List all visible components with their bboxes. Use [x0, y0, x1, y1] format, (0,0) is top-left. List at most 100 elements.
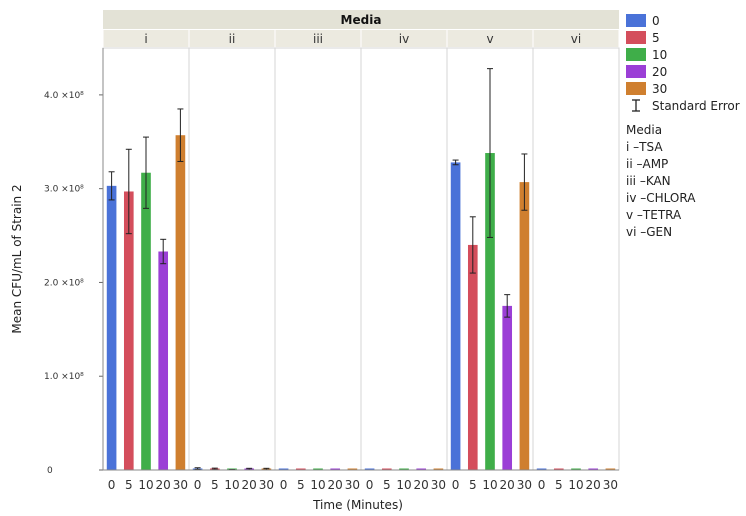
facet-strip-i — [103, 30, 189, 47]
x-tick-i-5: 5 — [125, 478, 133, 492]
error-bar-layer — [108, 68, 528, 471]
error-bar-v-0 — [452, 159, 459, 166]
legend-swatch-10 — [626, 48, 646, 61]
error-bar-i-20 — [160, 238, 167, 265]
facet-label-v: v — [486, 32, 493, 46]
legend: 0 5 10 20 30 Standard Error Media i –TSA ii … — [626, 12, 744, 241]
bar-iv-5 — [381, 468, 392, 470]
facet-strip-ii — [189, 30, 275, 47]
facet-strip-v — [447, 30, 533, 47]
x-tick-vi-30: 30 — [603, 478, 618, 492]
bar-vi-0 — [536, 468, 547, 470]
panel-ii — [188, 47, 276, 471]
bar-i-20 — [158, 251, 169, 470]
x-tick-vi-20: 20 — [586, 478, 601, 492]
facet-title: Media — [341, 13, 382, 27]
x-tick-ii-5: 5 — [211, 478, 219, 492]
legend-standard-error-label: Standard Error — [652, 98, 740, 113]
panel-iv — [360, 47, 448, 471]
legend-item-10: 10 — [626, 46, 744, 63]
x-tick-iv-10: 10 — [396, 478, 411, 492]
x-tick-vi-10: 10 — [568, 478, 583, 492]
bar-layer — [106, 135, 616, 471]
facet-title-band — [103, 10, 619, 29]
media-key-vi: vi –GEN — [626, 225, 673, 239]
media-key-v: v –TETRA — [626, 208, 682, 222]
y-tick-label-1: 1.0 ×10⁸ — [44, 372, 84, 382]
legend-swatch-0 — [626, 14, 646, 27]
bar-iii-5 — [295, 468, 306, 470]
x-axis-title: Time (Minutes) — [312, 498, 403, 512]
bar-i-10 — [141, 172, 151, 471]
media-key: Media i –TSA ii –AMP iii –KAN iv –CHLORA… — [626, 122, 744, 241]
error-bar-v-5 — [469, 216, 476, 274]
error-bar-ii-0 — [194, 467, 201, 470]
legend-item-0: 0 — [626, 12, 744, 29]
x-tick-v-0: 0 — [452, 478, 460, 492]
legend-label-5: 5 — [652, 30, 660, 45]
legend-item-20: 20 — [626, 63, 744, 80]
error-bar-i-30 — [177, 108, 184, 162]
facet-label-iii: iii — [313, 32, 323, 46]
legend-label-0: 0 — [652, 13, 660, 28]
error-bar-i-0 — [108, 171, 115, 201]
bar-i-5 — [123, 191, 134, 471]
media-key-iv: iv –CHLORA — [626, 191, 696, 205]
legend-swatch-20 — [626, 65, 646, 78]
bar-v-10 — [485, 153, 495, 470]
panel-iii — [274, 47, 362, 471]
legend-label-30: 30 — [652, 81, 668, 96]
x-tick-v-5: 5 — [469, 478, 477, 492]
x-tick-i-20: 20 — [156, 478, 171, 492]
x-tick-vi-0: 0 — [538, 478, 546, 492]
x-tick-iv-5: 5 — [383, 478, 391, 492]
legend-label-10: 10 — [652, 47, 668, 62]
x-tick-iii-30: 30 — [345, 478, 360, 492]
x-tick-vi-5: 5 — [555, 478, 563, 492]
x-tick-i-0: 0 — [108, 478, 116, 492]
legend-item-30: 30 — [626, 80, 744, 97]
y-tick-label-2: 2.0 ×10⁸ — [44, 278, 84, 288]
legend-swatch-5 — [626, 31, 646, 44]
x-tick-v-20: 20 — [500, 478, 515, 492]
x-tick-i-30: 30 — [173, 478, 188, 492]
bar-v-30 — [519, 182, 530, 470]
axes: 0 5 10 20 30 0 5 10 20 30 0 5 10 20 30 0 5 10 20 30 0 5 10 20 30… — [10, 48, 619, 512]
media-key-title: Media — [626, 123, 663, 137]
bar-iv-0 — [364, 468, 375, 470]
bar-iii-30 — [347, 468, 358, 470]
x-tick-iii-0: 0 — [280, 478, 288, 492]
bar-vi-20 — [588, 468, 599, 470]
bar-vi-5 — [553, 468, 564, 470]
bar-v-0 — [450, 162, 461, 471]
x-tick-ii-30: 30 — [259, 478, 274, 492]
x-tick-i-10: 10 — [138, 478, 153, 492]
media-key-ii: ii –AMP — [626, 157, 669, 171]
facet-label-vi: vi — [571, 32, 581, 46]
bar-iii-10 — [313, 468, 323, 470]
bar-vi-10 — [571, 468, 581, 470]
facet-label-ii: ii — [229, 32, 236, 46]
y-tick-label-3: 3.0 ×10⁸ — [44, 185, 84, 195]
bar-i-30 — [175, 135, 186, 471]
bar-iii-0 — [278, 468, 289, 470]
y-axis-title: Mean CFU/mL of Strain 2 — [10, 184, 24, 333]
bar-v-20 — [502, 305, 513, 470]
panel-vi — [532, 47, 620, 471]
error-bar-i-5 — [125, 148, 132, 235]
x-tick-ii-10: 10 — [224, 478, 239, 492]
bar-iii-20 — [330, 468, 341, 470]
error-bar-v-10 — [487, 68, 493, 238]
x-tick-iv-30: 30 — [431, 478, 446, 492]
legend-standard-error: Standard Error — [626, 97, 744, 114]
facet-strip-iv — [361, 30, 447, 47]
bar-iv-30 — [433, 468, 444, 470]
x-tick-ii-20: 20 — [242, 478, 257, 492]
bar-i-0 — [106, 185, 117, 470]
facet-label-iv: iv — [399, 32, 409, 46]
legend-swatch-30 — [626, 82, 646, 95]
facet-strip-vi — [533, 30, 619, 47]
x-tick-iii-20: 20 — [328, 478, 343, 492]
x-tick-ii-0: 0 — [194, 478, 202, 492]
